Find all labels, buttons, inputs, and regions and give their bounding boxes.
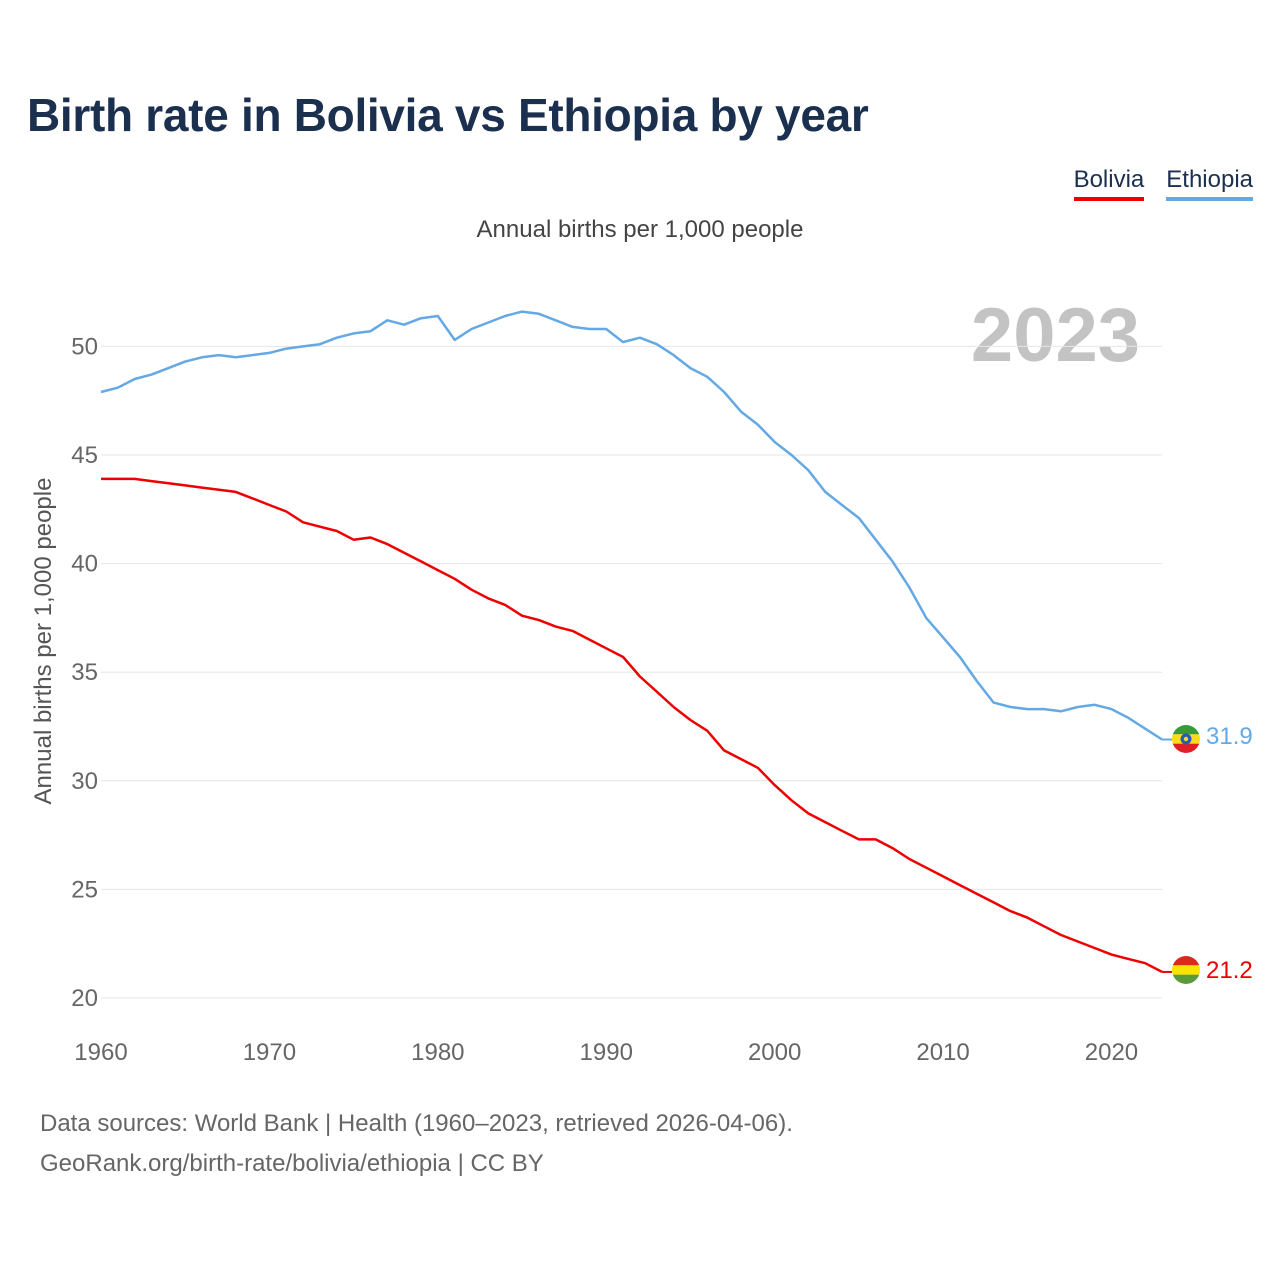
source-link[interactable]: GeoRank.org/birth-rate/bolivia/ethiopia … [40, 1150, 544, 1177]
ethiopia-flag-icon [1172, 725, 1200, 753]
y-tick-label: 40 [71, 551, 98, 578]
chart-subtitle: Annual births per 1,000 people [476, 216, 804, 243]
y-tick-label: 45 [71, 442, 98, 469]
legend: Bolivia Ethiopia [1073, 165, 1253, 201]
x-tick-label: 2020 [1085, 1039, 1138, 1066]
x-axis-ticks: 1960 1970 1980 1990 2000 2010 2020 [74, 1039, 1138, 1066]
end-value-label-ethiopia: 31.9 [1206, 723, 1253, 750]
y-tick-label: 35 [71, 659, 98, 686]
y-tick-label: 25 [71, 876, 98, 903]
legend-item-ethiopia[interactable]: Ethiopia [1166, 165, 1253, 201]
year-label: 2023 [970, 293, 1140, 378]
legend-item-bolivia[interactable]: Bolivia [1073, 165, 1145, 201]
footer: Data sources: World Bank | Health (1960–… [40, 1104, 793, 1184]
end-value-label-bolivia: 21.2 [1206, 957, 1253, 984]
gridlines [101, 345, 1162, 999]
y-tick-label: 30 [71, 768, 98, 795]
source-note: Data sources: World Bank | Health (1960–… [40, 1110, 793, 1137]
x-tick-label: 2010 [916, 1039, 969, 1066]
x-tick-label: 2000 [748, 1039, 801, 1066]
series-line-bolivia[interactable] [101, 477, 1163, 974]
y-tick-label: 50 [71, 333, 98, 360]
series-lines [100, 310, 1172, 974]
x-tick-label: 1960 [74, 1039, 127, 1066]
y-axis-ticks: 20 25 30 35 40 45 50 [71, 333, 98, 1012]
chart-title: Birth rate in Bolivia vs Ethiopia by yea… [27, 89, 869, 141]
x-tick-label: 1980 [411, 1039, 464, 1066]
y-axis-label: Annual births per 1,000 people [30, 478, 57, 805]
x-tick-label: 1990 [580, 1039, 633, 1066]
y-tick-label: 20 [71, 985, 98, 1012]
bolivia-flag-icon [1172, 956, 1200, 984]
x-tick-label: 1970 [243, 1039, 296, 1066]
series-line-ethiopia[interactable] [100, 310, 1163, 741]
